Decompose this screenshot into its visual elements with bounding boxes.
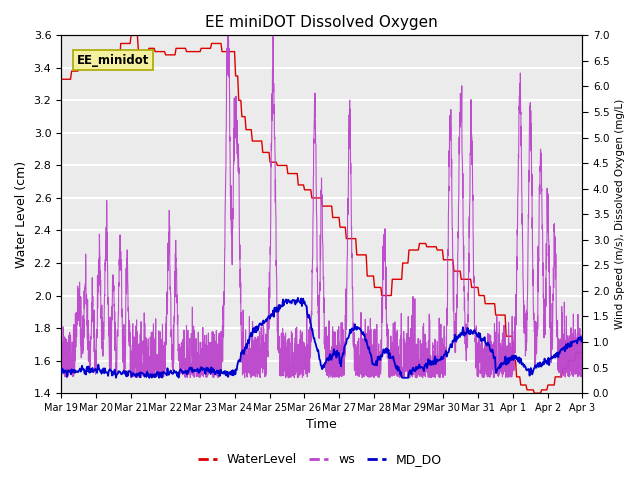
Y-axis label: Water Level (cm): Water Level (cm) xyxy=(15,161,28,268)
Title: EE miniDOT Dissolved Oxygen: EE miniDOT Dissolved Oxygen xyxy=(205,15,438,30)
Text: EE_minidot: EE_minidot xyxy=(77,54,149,67)
X-axis label: Time: Time xyxy=(307,419,337,432)
Legend: WaterLevel, ws, MD_DO: WaterLevel, ws, MD_DO xyxy=(193,448,447,471)
Y-axis label: Wind Speed (m/s), Dissolved Oxygen (mg/L): Wind Speed (m/s), Dissolved Oxygen (mg/L… xyxy=(615,99,625,329)
